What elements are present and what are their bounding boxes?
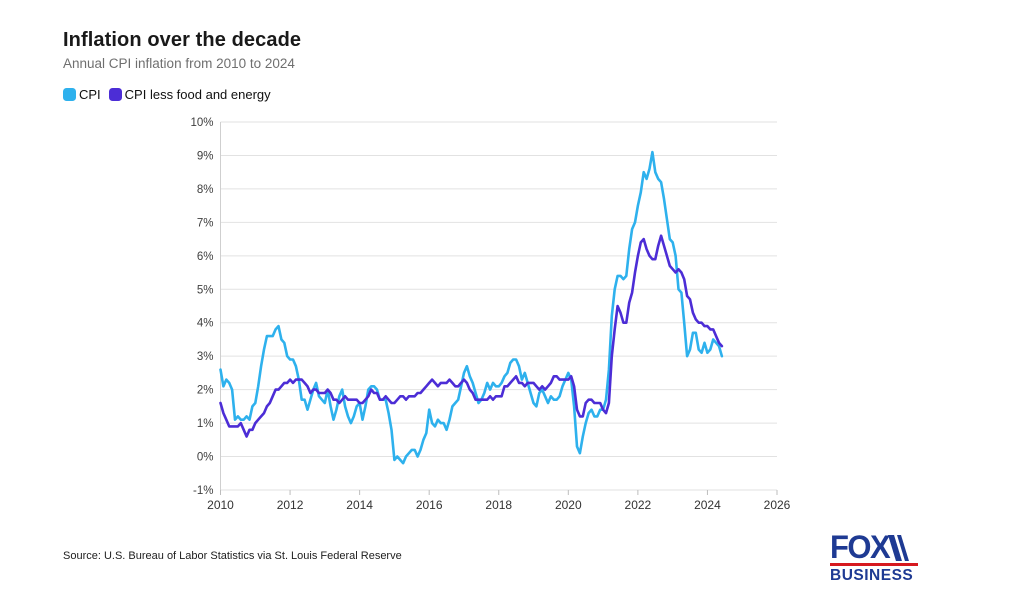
svg-text:2018: 2018 [485, 498, 512, 512]
chart-title: Inflation over the decade [63, 29, 302, 51]
logo-red-bar [830, 563, 918, 566]
business-wordmark: BUSINESS [830, 566, 914, 584]
legend-item-cpi: CPI [63, 87, 101, 102]
svg-text:2%: 2% [197, 385, 214, 397]
svg-text:2024: 2024 [694, 498, 721, 512]
svg-text:7%: 7% [197, 217, 214, 229]
svg-text:6%: 6% [197, 251, 214, 263]
svg-text:2022: 2022 [625, 498, 652, 512]
svg-text:8%: 8% [197, 184, 214, 196]
svg-text:1%: 1% [197, 418, 214, 430]
svg-text:9%: 9% [197, 150, 214, 162]
svg-text:2012: 2012 [277, 498, 304, 512]
source-note: Source: U.S. Bureau of Labor Statistics … [63, 550, 402, 562]
svg-text:2014: 2014 [346, 498, 373, 512]
legend-label-cpi: CPI [79, 87, 101, 102]
svg-text:2016: 2016 [416, 498, 443, 512]
svg-text:2020: 2020 [555, 498, 582, 512]
chart-subtitle: Annual CPI inflation from 2010 to 2024 [63, 56, 295, 71]
svg-text:5%: 5% [197, 284, 214, 296]
svg-text:10%: 10% [190, 117, 213, 129]
legend-swatch-cpi [63, 88, 76, 101]
fox-wordmark: FOX [830, 528, 891, 566]
fox-business-logo: FOX BUSINESS [828, 531, 920, 585]
svg-text:2026: 2026 [764, 498, 791, 512]
svg-text:3%: 3% [197, 351, 214, 363]
svg-text:-1%: -1% [193, 485, 213, 497]
legend-label-core-cpi: CPI less food and energy [124, 87, 271, 102]
svg-text:2010: 2010 [207, 498, 234, 512]
fox-searchlight-beams-icon [888, 535, 909, 561]
legend: CPI CPI less food and energy [63, 87, 271, 102]
svg-text:0%: 0% [197, 452, 214, 464]
svg-text:4%: 4% [197, 318, 214, 330]
legend-swatch-core-cpi [108, 88, 122, 101]
legend-item-core-cpi: CPI less food and energy [108, 87, 271, 102]
